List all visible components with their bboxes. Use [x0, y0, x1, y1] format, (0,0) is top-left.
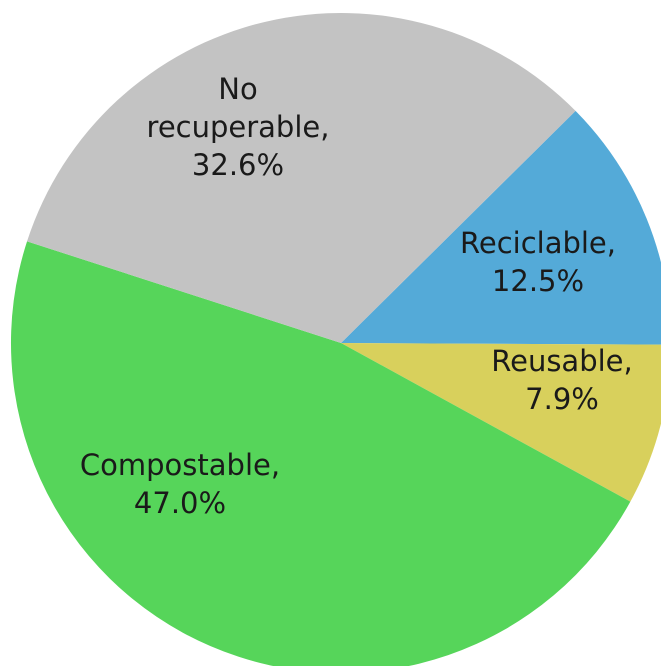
pie-slice: [341, 110, 661, 345]
slice-category-label: Compostable,: [80, 448, 280, 482]
slice-value-label: 47.0%: [134, 486, 226, 520]
slice-category-label: recuperable,: [147, 110, 330, 144]
slice-label: Reciclable, 12.5%: [460, 226, 616, 298]
slice-category-label: Reciclable,: [460, 226, 616, 260]
pie-slice: [10, 241, 631, 666]
slice-value-label: 32.6%: [192, 148, 284, 182]
pie-slice: [27, 12, 576, 343]
pie-slices: [10, 12, 661, 666]
slice-category-label: No: [218, 72, 257, 106]
slice-value-label: 7.9%: [525, 382, 599, 416]
slice-value-label: 12.5%: [492, 264, 584, 298]
slice-category-label: Reusable,: [491, 344, 632, 378]
pie-slice: [341, 343, 661, 502]
slice-label: No recuperable, 32.6%: [147, 72, 330, 182]
pie-labels: Reciclable, 12.5% Reusable, 7.9% Compostable…: [80, 72, 633, 520]
slice-label: Compostable, 47.0%: [80, 448, 280, 520]
slice-label: Reusable, 7.9%: [491, 344, 632, 416]
